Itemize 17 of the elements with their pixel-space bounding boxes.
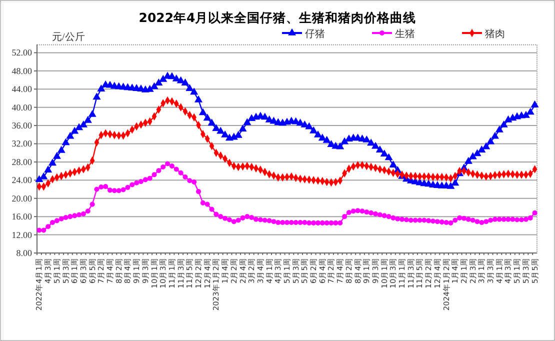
y-tick-label: 20.00 bbox=[12, 193, 32, 204]
y-tick-label: 44.00 bbox=[12, 84, 32, 94]
y-tick-label: 12.00 bbox=[12, 230, 32, 240]
y-tick-label: 48.00 bbox=[12, 66, 32, 76]
y-tick-label: 32.00 bbox=[12, 138, 32, 149]
y-axis-title: 元/公斤 bbox=[52, 31, 85, 43]
y-tick-label: 28.00 bbox=[12, 156, 32, 167]
chart-title: 2022年4月以来全国仔猪、生猪和猪肉价格曲线 bbox=[138, 10, 416, 25]
legend-label: 猪肉 bbox=[485, 28, 505, 40]
y-tick-label: 24.00 bbox=[12, 175, 32, 186]
y-tick-label: 36.00 bbox=[12, 120, 32, 131]
y-tick-label: 40.00 bbox=[12, 102, 32, 112]
y-tick-label: 16.00 bbox=[12, 212, 32, 222]
y-tick-label: 52.00 bbox=[12, 48, 32, 58]
y-tick-label: 8.00 bbox=[16, 248, 32, 258]
legend-label: 生猪 bbox=[395, 28, 415, 40]
legend-label: 仔猪 bbox=[305, 28, 325, 40]
